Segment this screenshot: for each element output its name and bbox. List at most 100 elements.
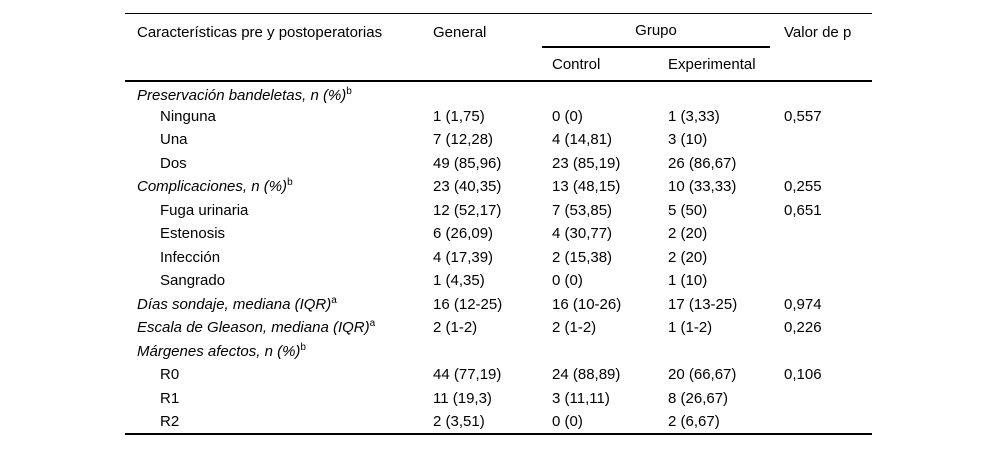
header-control: Control bbox=[552, 48, 668, 82]
header-group-label: Grupo bbox=[542, 14, 771, 48]
table-row-escala-gleason: Escala de Gleason, mediana (IQR)a 2 (1-2… bbox=[125, 316, 872, 340]
cell-pvalue bbox=[784, 152, 872, 176]
cell-experimental: 8 (26,67) bbox=[668, 389, 729, 407]
row-label: Ninguna bbox=[160, 107, 216, 125]
table-row-ninguna: Ninguna 1 (1,75) 0 (0) 1 (3,33) 0,557 bbox=[125, 105, 872, 129]
cell-general: 2 (1-2) bbox=[433, 319, 478, 337]
cell-control: 16 (10-26) bbox=[552, 295, 622, 313]
table-row-dias-sondaje: Días sondaje, mediana (IQR)a 16 (12-25) … bbox=[125, 293, 872, 317]
cell-pvalue bbox=[784, 340, 872, 364]
cell-pvalue bbox=[784, 410, 872, 434]
row-label-cell: Escala de Gleason, mediana (IQR)a bbox=[125, 316, 433, 340]
cell-pvalue bbox=[784, 387, 872, 411]
cell-control: 13 (48,15) bbox=[552, 178, 621, 196]
table-row-una: Una 7 (12,28) 4 (14,81) 3 (10) bbox=[125, 128, 872, 152]
row-label: Preservación bandeletas, n (%) bbox=[137, 87, 347, 105]
row-label-cell: Días sondaje, mediana (IQR)a bbox=[125, 293, 433, 317]
cell-general bbox=[433, 81, 552, 105]
cell-pvalue bbox=[784, 269, 872, 293]
row-label-cell: Márgenes afectos, n (%)b bbox=[125, 340, 433, 364]
cell-experimental: 20 (66,67) bbox=[668, 366, 737, 384]
cell-experimental bbox=[668, 340, 784, 364]
row-label: Estenosis bbox=[160, 225, 226, 243]
row-label: Días sondaje, mediana (IQR) bbox=[137, 295, 332, 313]
header-row-sub: Control Experimental bbox=[125, 48, 872, 82]
cell-control: 24 (88,89) bbox=[552, 366, 621, 384]
cell-general: 12 (52,17) bbox=[433, 201, 502, 219]
footnote-marker: b bbox=[287, 177, 293, 189]
table-row-dos: Dos 49 (85,96) 23 (85,19) 26 (86,67) bbox=[125, 152, 872, 176]
header-row-top: Características pre y postoperatorias Ge… bbox=[125, 13, 873, 82]
row-label-cell: Fuga urinaria bbox=[125, 199, 433, 223]
row-label-cell: R1 bbox=[125, 387, 433, 411]
table-row-fuga-urinaria: Fuga urinaria 12 (52,17) 7 (53,85) 5 (50… bbox=[125, 199, 872, 223]
row-label: Complicaciones, n (%) bbox=[137, 178, 288, 196]
cell-experimental: 1 (1-2) bbox=[668, 319, 713, 337]
table-row-r0: R0 44 (77,19) 24 (88,89) 20 (66,67) 0,10… bbox=[125, 363, 872, 387]
row-label-cell: Ninguna bbox=[125, 105, 433, 129]
cell-pvalue bbox=[784, 81, 872, 105]
row-label-cell: Sangrado bbox=[125, 269, 433, 293]
cell-experimental: 2 (6,67) bbox=[668, 412, 720, 430]
cell-control bbox=[552, 81, 668, 105]
row-label-cell: R0 bbox=[125, 363, 433, 387]
cell-general: 6 (26,09) bbox=[433, 225, 494, 243]
cell-control: 3 (11,11) bbox=[552, 389, 610, 407]
cell-control: 2 (15,38) bbox=[552, 248, 613, 266]
row-label: R1 bbox=[160, 389, 180, 407]
table-row-complicaciones: Complicaciones, n (%)b 23 (40,35) 13 (48… bbox=[125, 175, 872, 199]
cell-control: 4 (14,81) bbox=[552, 131, 613, 149]
cell-pvalue: 0,226 bbox=[784, 319, 822, 337]
row-label: R2 bbox=[160, 412, 180, 430]
cell-general: 23 (40,35) bbox=[433, 178, 502, 196]
row-label: Sangrado bbox=[160, 272, 226, 290]
cell-pvalue: 0,974 bbox=[784, 295, 822, 313]
characteristics-table: Características pre y postoperatorias Ge… bbox=[125, 13, 873, 435]
cell-control: 0 (0) bbox=[552, 107, 583, 125]
characteristics-table-container: Características pre y postoperatorias Ge… bbox=[125, 13, 873, 435]
table-row-sangrado: Sangrado 1 (4,35) 0 (0) 1 (10) bbox=[125, 269, 872, 293]
table-header: Características pre y postoperatorias Ge… bbox=[125, 13, 873, 82]
cell-experimental: 26 (86,67) bbox=[668, 154, 737, 172]
table-row-r2: R2 2 (3,51) 0 (0) 2 (6,67) bbox=[125, 410, 872, 434]
footnote-marker: b bbox=[300, 341, 306, 353]
row-label: Fuga urinaria bbox=[160, 201, 249, 219]
footnote-marker: a bbox=[369, 318, 376, 330]
cell-control: 0 (0) bbox=[552, 272, 583, 290]
cell-experimental bbox=[668, 81, 784, 105]
cell-general: 11 (19,3) bbox=[433, 389, 492, 407]
footnote-marker: b bbox=[346, 86, 352, 98]
cell-control: 23 (85,19) bbox=[552, 154, 621, 172]
row-label: R0 bbox=[160, 366, 180, 384]
cell-control: 0 (0) bbox=[552, 412, 583, 430]
cell-general: 4 (17,39) bbox=[433, 248, 494, 266]
footnote-marker: a bbox=[331, 294, 337, 306]
cell-experimental: 10 (33,33) bbox=[668, 178, 737, 196]
table-row-r1: R1 11 (19,3) 3 (11,11) 8 (26,67) bbox=[125, 387, 872, 411]
cell-general: 2 (3,51) bbox=[433, 412, 485, 430]
table-row-preservacion: Preservación bandeletas, n (%)b bbox=[125, 81, 872, 105]
row-label-cell: Preservación bandeletas, n (%)b bbox=[125, 81, 433, 105]
cell-pvalue: 0,106 bbox=[784, 366, 822, 384]
header-group: Grupo bbox=[542, 14, 784, 48]
table-row-estenosis: Estenosis 6 (26,09) 4 (30,77) 2 (20) bbox=[125, 222, 872, 246]
cell-control: 4 (30,77) bbox=[552, 225, 613, 243]
cell-experimental: 5 (50) bbox=[668, 201, 708, 219]
cell-experimental: 1 (10) bbox=[668, 272, 708, 290]
cell-general bbox=[433, 340, 552, 364]
cell-control: 7 (53,85) bbox=[552, 201, 613, 219]
cell-control: 2 (1-2) bbox=[552, 319, 597, 337]
row-label: Márgenes afectos, n (%) bbox=[137, 342, 301, 360]
cell-pvalue bbox=[784, 128, 872, 152]
cell-pvalue: 0,557 bbox=[784, 107, 822, 125]
row-label-cell: Una bbox=[125, 128, 433, 152]
cell-pvalue: 0,255 bbox=[784, 178, 822, 196]
header-general: General bbox=[433, 13, 552, 82]
cell-experimental: 1 (3,33) bbox=[668, 107, 720, 125]
table-row-infeccion: Infección 4 (17,39) 2 (15,38) 2 (20) bbox=[125, 246, 872, 270]
row-label: Infección bbox=[160, 248, 221, 266]
cell-general: 1 (1,75) bbox=[433, 107, 485, 125]
cell-general: 1 (4,35) bbox=[433, 272, 485, 290]
table-body: Preservación bandeletas, n (%)b Ninguna … bbox=[125, 81, 872, 434]
cell-pvalue bbox=[784, 222, 872, 246]
